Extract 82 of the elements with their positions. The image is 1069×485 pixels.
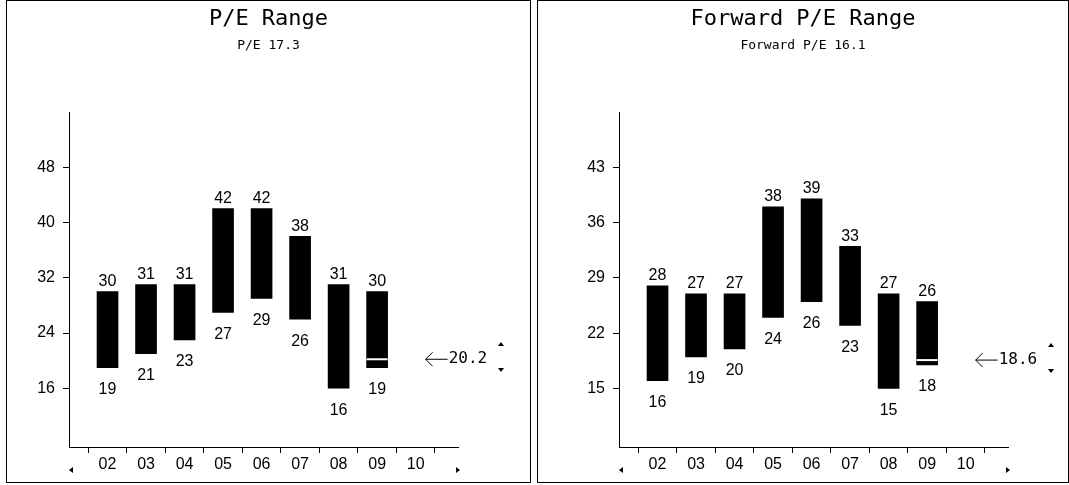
bar: [289, 236, 311, 320]
x-tick-label: 10: [956, 455, 975, 473]
x-tick-label: 02: [98, 455, 117, 473]
annotation: 27: [214, 324, 233, 342]
annotation: 20: [725, 361, 744, 379]
annotation: 31: [175, 265, 194, 283]
bar: [685, 293, 707, 358]
y-tick-label: 48: [37, 157, 56, 175]
bar: [173, 284, 196, 341]
bar: [723, 293, 746, 350]
annotation: 26: [802, 314, 821, 332]
x-tick-label: 08: [329, 455, 348, 473]
annotation: 27: [687, 274, 706, 292]
annotation: 23: [175, 352, 194, 370]
bar: [877, 293, 900, 389]
y-tick-label: 24: [37, 323, 56, 341]
annotation: 42: [252, 189, 271, 207]
annotation: 42: [214, 189, 233, 207]
y-tick-label: 16: [37, 378, 56, 396]
bar: [366, 291, 388, 368]
bar: [135, 284, 157, 355]
annotation: 19: [368, 379, 387, 397]
annotation: 31: [137, 265, 156, 283]
x-tick-label: 06: [252, 455, 271, 473]
annotation: 31: [329, 265, 348, 283]
x-tick-label: 04: [175, 455, 194, 473]
chart-title: Forward P/E Range: [689, 5, 917, 30]
x-tick-label: 03: [137, 455, 156, 473]
x-tick-label: 09: [368, 455, 387, 473]
x-tick-label: 08: [879, 455, 898, 473]
ref-line-label: 20.2: [448, 348, 488, 368]
bar: [839, 245, 861, 326]
bar: [916, 301, 938, 366]
x-tick-label: 07: [841, 455, 860, 473]
bar: [646, 285, 669, 381]
annotation: 29: [252, 310, 271, 328]
bar: [327, 284, 350, 389]
annotation: 16: [648, 393, 667, 411]
y-tick-label: 29: [587, 268, 606, 286]
annotation: 18: [918, 377, 937, 395]
annotation: 26: [291, 331, 310, 349]
annotation: 21: [137, 366, 156, 384]
bar: [96, 291, 119, 368]
chart-title: P/E Range: [207, 5, 330, 30]
annotation: 30: [98, 271, 117, 289]
annotation: 19: [687, 369, 706, 387]
annotation: 38: [764, 187, 783, 205]
x-tick-label: 04: [725, 455, 744, 473]
x-tick-label: 05: [764, 455, 783, 473]
x-tick-label: 09: [918, 455, 937, 473]
x-tick-label: 06: [802, 455, 821, 473]
chart-subtitle: P/E 17.3: [236, 37, 301, 52]
annotation: 19: [98, 379, 117, 397]
annotation: 15: [879, 400, 898, 418]
annotation: 39: [802, 179, 821, 197]
chart-subtitle: Forward P/E 16.1: [739, 37, 867, 52]
y-tick-label: 32: [37, 268, 56, 286]
x-tick-label: 05: [214, 455, 233, 473]
bar: [800, 198, 823, 302]
ref-line-label: 18.6: [998, 349, 1038, 369]
annotation: 16: [329, 400, 348, 418]
x-tick-label: 02: [648, 455, 667, 473]
annotation: 28: [648, 266, 667, 284]
y-tick-label: 40: [37, 212, 56, 230]
annotation: 23: [841, 337, 860, 355]
annotation: 27: [879, 274, 898, 292]
x-tick-label: 07: [291, 455, 310, 473]
x-tick-label: 03: [687, 455, 706, 473]
annotation: 33: [841, 226, 860, 244]
y-tick-label: 22: [587, 323, 606, 341]
bar: [212, 208, 234, 313]
annotation: 30: [368, 271, 387, 289]
bar: [250, 208, 273, 299]
y-tick-label: 36: [587, 213, 606, 231]
annotation: 24: [764, 329, 783, 347]
annotation: 27: [725, 274, 744, 292]
annotation: 38: [291, 216, 310, 234]
y-tick-label: 15: [587, 378, 606, 396]
bar: [762, 206, 784, 318]
y-tick-label: 43: [587, 157, 606, 175]
annotation: 26: [918, 282, 937, 300]
x-tick-label: 10: [406, 455, 425, 473]
